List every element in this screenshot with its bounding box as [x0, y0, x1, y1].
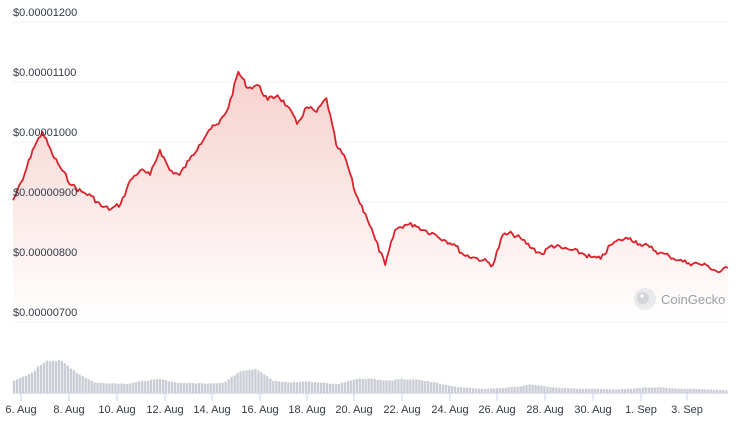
x-tick-label: 22. Aug [383, 404, 420, 416]
price-line [12, 70, 729, 274]
x-tick-label: 6. Aug [5, 404, 36, 416]
x-tick-label: 20. Aug [335, 404, 372, 416]
x-tick-label: 3. Sep [671, 404, 703, 416]
y-tick-label: $0.00000900 [13, 187, 77, 199]
y-tick-label: $0.00000700 [13, 307, 77, 319]
watermark-label: CoinGecko [661, 292, 725, 307]
x-tick-label: 24. Aug [431, 404, 468, 416]
x-tick-label: 10. Aug [98, 404, 135, 416]
coingecko-watermark: CoinGecko [634, 288, 725, 310]
x-tick-label: 26. Aug [478, 404, 515, 416]
price-area [13, 71, 728, 322]
y-tick-label: $0.00000800 [13, 247, 77, 259]
x-tick-label: 14. Aug [193, 404, 230, 416]
y-tick-label: $0.00001000 [13, 127, 77, 139]
x-tick-label: 30. Aug [574, 404, 611, 416]
x-tick-label: 16. Aug [241, 404, 278, 416]
x-axis: 6. Aug 8. Aug 10. Aug 12. Aug 14. Aug 16. Aug… [5, 393, 728, 416]
x-tick-label: 8. Aug [53, 404, 84, 416]
y-tick-label: $0.00001100 [13, 67, 76, 79]
x-tick-label: 1. Sep [625, 404, 657, 416]
y-tick-label: $0.00001200 [13, 7, 77, 19]
y-axis-labels: $0.00001200 $0.00001100 $0.00001000 $0.0000… [13, 7, 77, 319]
x-tick-label: 12. Aug [146, 404, 183, 416]
x-tick-label: 18. Aug [288, 404, 325, 416]
volume-bars [13, 360, 728, 393]
x-tick-label: 28. Aug [526, 404, 563, 416]
